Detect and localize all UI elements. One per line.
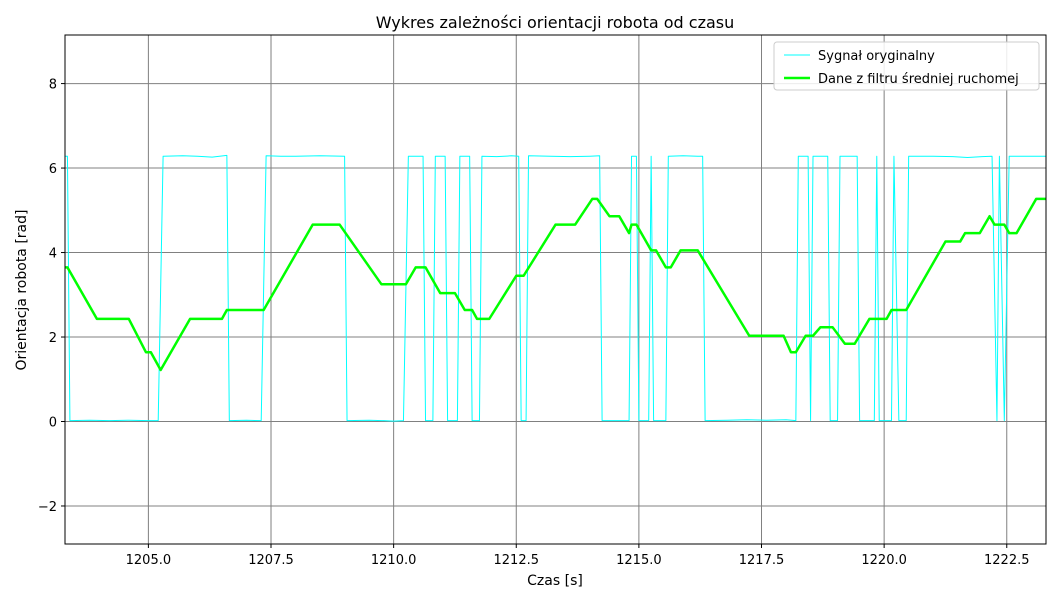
x-tick-label: 1222.5 [984,553,1030,568]
y-tick-label: 8 [49,78,57,93]
x-tick-label: 1212.5 [494,553,540,568]
legend: Sygnał oryginalny Dane z filtru średniej… [773,41,1040,91]
x-tick-label: 1205.0 [126,553,172,568]
plot-frame [64,34,1047,545]
legend-label-filtered: Dane z filtru średniej ruchomej [818,72,1019,87]
x-tick-label: 1215.0 [616,553,662,568]
x-axis-label: Czas [s] [527,573,583,589]
y-tick-label: 4 [49,247,57,262]
series-line-filtered [65,197,1046,372]
legend-box [773,41,1040,91]
y-tick-label: 2 [49,331,57,346]
x-tick-label: 1220.0 [861,553,907,568]
x-tick-label: 1217.5 [739,553,785,568]
chart-title: Wykres zależności orientacji robota od c… [376,13,735,32]
x-tick-label: 1207.5 [248,553,294,568]
series-layer [65,154,1046,422]
y-tick-label: 6 [49,162,57,177]
grid-lines [65,35,1046,544]
y-axis-label: Orientacja robota [rad] [14,210,30,371]
y-tick-label: −2 [38,500,57,515]
y-tick-label: 0 [49,416,57,431]
series-line-original [65,154,1046,422]
legend-label-original: Sygnał oryginalny [818,49,935,64]
x-tick-label: 1210.0 [371,553,417,568]
tick-marks: 1205.0 1207.5 1210.0 1212.5 1215.0 1217.5 1220… [38,78,1030,568]
